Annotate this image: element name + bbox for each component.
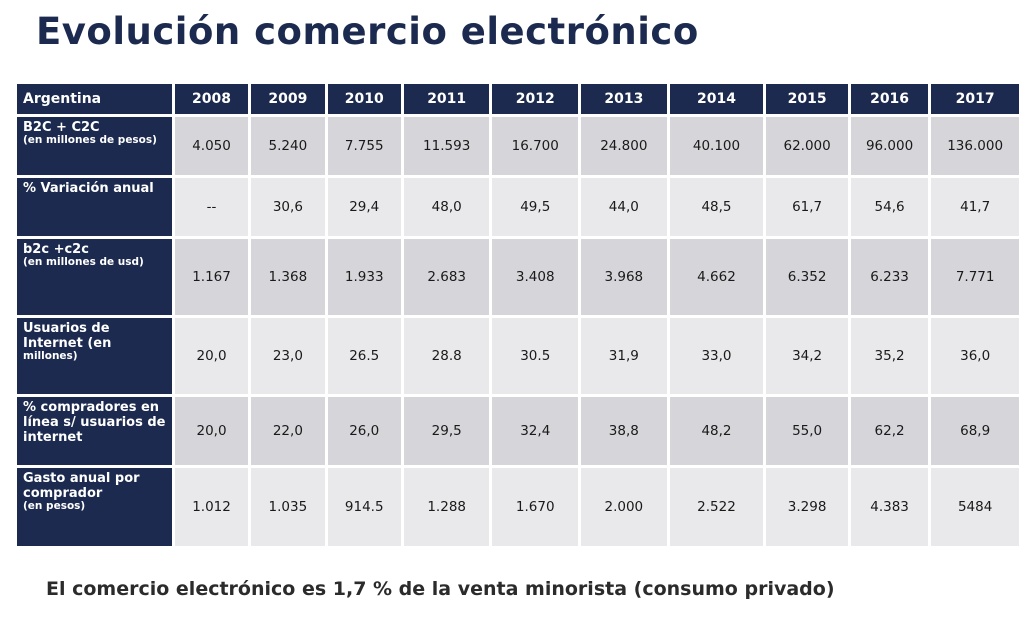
row-label: b2c +c2c <box>23 242 89 257</box>
table-cell: 16.700 <box>492 117 579 175</box>
table-cell: 1.035 <box>251 468 325 546</box>
table-cell: 96.000 <box>850 117 929 175</box>
row-header: B2C + C2C (en millones de pesos) <box>17 117 172 175</box>
table-cell: 3.298 <box>766 468 848 546</box>
row-sublabel: (en pesos) <box>23 500 86 512</box>
table-cell: 1.670 <box>492 468 579 546</box>
table-cell: 33,0 <box>669 318 764 394</box>
table-row: Gasto anual por comprador (en pesos) 1.012… <box>17 468 1019 546</box>
table-cell: 28.8 <box>403 318 490 394</box>
table-cell: 1.167 <box>174 239 249 315</box>
table-cell: 48,5 <box>669 178 764 236</box>
table-row: b2c +c2c (en millones de usd) 1.167 1.368 1.… <box>17 239 1019 315</box>
table-cell: 4.050 <box>174 117 249 175</box>
table-cell: 6.233 <box>850 239 929 315</box>
table-cell: 54,6 <box>850 178 929 236</box>
row-sublabel: millones) <box>23 350 78 362</box>
table-cell: 1.012 <box>174 468 249 546</box>
table-cell: 30,6 <box>251 178 325 236</box>
header-year: 2011 <box>403 84 490 114</box>
ecommerce-table: Argentina 2008 2009 2010 2011 2012 2013 … <box>14 81 1022 549</box>
table-cell: 26,0 <box>327 397 401 465</box>
table-cell: 3.408 <box>492 239 579 315</box>
footnote: El comercio electrónico es 1,7 % de la v… <box>46 578 835 600</box>
row-label: Gasto anual por comprador <box>23 471 140 501</box>
header-year: 2016 <box>850 84 929 114</box>
table-cell: 31,9 <box>581 318 667 394</box>
table-cell: 48,0 <box>403 178 490 236</box>
table-cell: 29,4 <box>327 178 401 236</box>
row-header: Usuarios de Internet (en millones) <box>17 318 172 394</box>
table-cell: 5484 <box>931 468 1019 546</box>
row-label: % compradores en línea s/ usuarios de in… <box>23 400 166 445</box>
header-year: 2008 <box>174 84 249 114</box>
table-cell: 29,5 <box>403 397 490 465</box>
header-year: 2012 <box>492 84 579 114</box>
row-header: % Variación anual <box>17 178 172 236</box>
table-cell: 6.352 <box>766 239 848 315</box>
table-cell: 136.000 <box>931 117 1019 175</box>
header-year: 2015 <box>766 84 848 114</box>
row-label: Usuarios de Internet (en <box>23 321 112 351</box>
row-header: Gasto anual por comprador (en pesos) <box>17 468 172 546</box>
row-sublabel: (en millones de usd) <box>23 256 144 268</box>
table-cell: 4.383 <box>850 468 929 546</box>
header-year: 2013 <box>581 84 667 114</box>
table-cell: 5.240 <box>251 117 325 175</box>
table-cell: -- <box>174 178 249 236</box>
table-cell: 22,0 <box>251 397 325 465</box>
header-year: 2014 <box>669 84 764 114</box>
table-cell: 44,0 <box>581 178 667 236</box>
table-cell: 11.593 <box>403 117 490 175</box>
row-label: B2C + C2C <box>23 120 100 135</box>
table-cell: 2.000 <box>581 468 667 546</box>
table-cell: 35,2 <box>850 318 929 394</box>
table-cell: 34,2 <box>766 318 848 394</box>
row-label: % Variación anual <box>23 181 154 196</box>
table-cell: 61,7 <box>766 178 848 236</box>
table-cell: 36,0 <box>931 318 1019 394</box>
table-cell: 20,0 <box>174 318 249 394</box>
table-cell: 40.100 <box>669 117 764 175</box>
table-cell: 68,9 <box>931 397 1019 465</box>
row-header: b2c +c2c (en millones de usd) <box>17 239 172 315</box>
table-cell: 3.968 <box>581 239 667 315</box>
table-row: B2C + C2C (en millones de pesos) 4.050 5.24… <box>17 117 1019 175</box>
table-cell: 1.933 <box>327 239 401 315</box>
table-cell: 23,0 <box>251 318 325 394</box>
row-sublabel: (en millones de pesos) <box>23 134 157 146</box>
row-header: % compradores en línea s/ usuarios de in… <box>17 397 172 465</box>
table-cell: 48,2 <box>669 397 764 465</box>
table-cell: 1.368 <box>251 239 325 315</box>
table-cell: 2.522 <box>669 468 764 546</box>
header-row: Argentina 2008 2009 2010 2011 2012 2013 … <box>17 84 1019 114</box>
page-title: Evolución comercio electrónico <box>36 10 699 53</box>
header-year: 2017 <box>931 84 1019 114</box>
table-cell: 49,5 <box>492 178 579 236</box>
table-cell: 7.755 <box>327 117 401 175</box>
table-cell: 30.5 <box>492 318 579 394</box>
table-cell: 914.5 <box>327 468 401 546</box>
table-cell: 38,8 <box>581 397 667 465</box>
table-cell: 24.800 <box>581 117 667 175</box>
table-cell: 32,4 <box>492 397 579 465</box>
table-cell: 1.288 <box>403 468 490 546</box>
table-cell: 20,0 <box>174 397 249 465</box>
table-cell: 62.000 <box>766 117 848 175</box>
table-cell: 55,0 <box>766 397 848 465</box>
table-row: % compradores en línea s/ usuarios de in… <box>17 397 1019 465</box>
table-cell: 26.5 <box>327 318 401 394</box>
table-row: Usuarios de Internet (en millones) 20,0 23,… <box>17 318 1019 394</box>
table-cell: 41,7 <box>931 178 1019 236</box>
header-year: 2009 <box>251 84 325 114</box>
header-year: 2010 <box>327 84 401 114</box>
table-cell: 62,2 <box>850 397 929 465</box>
table-cell: 4.662 <box>669 239 764 315</box>
table-row: % Variación anual -- 30,6 29,4 48,0 49,5 44,0 4… <box>17 178 1019 236</box>
table-cell: 2.683 <box>403 239 490 315</box>
header-corner: Argentina <box>17 84 172 114</box>
table-cell: 7.771 <box>931 239 1019 315</box>
